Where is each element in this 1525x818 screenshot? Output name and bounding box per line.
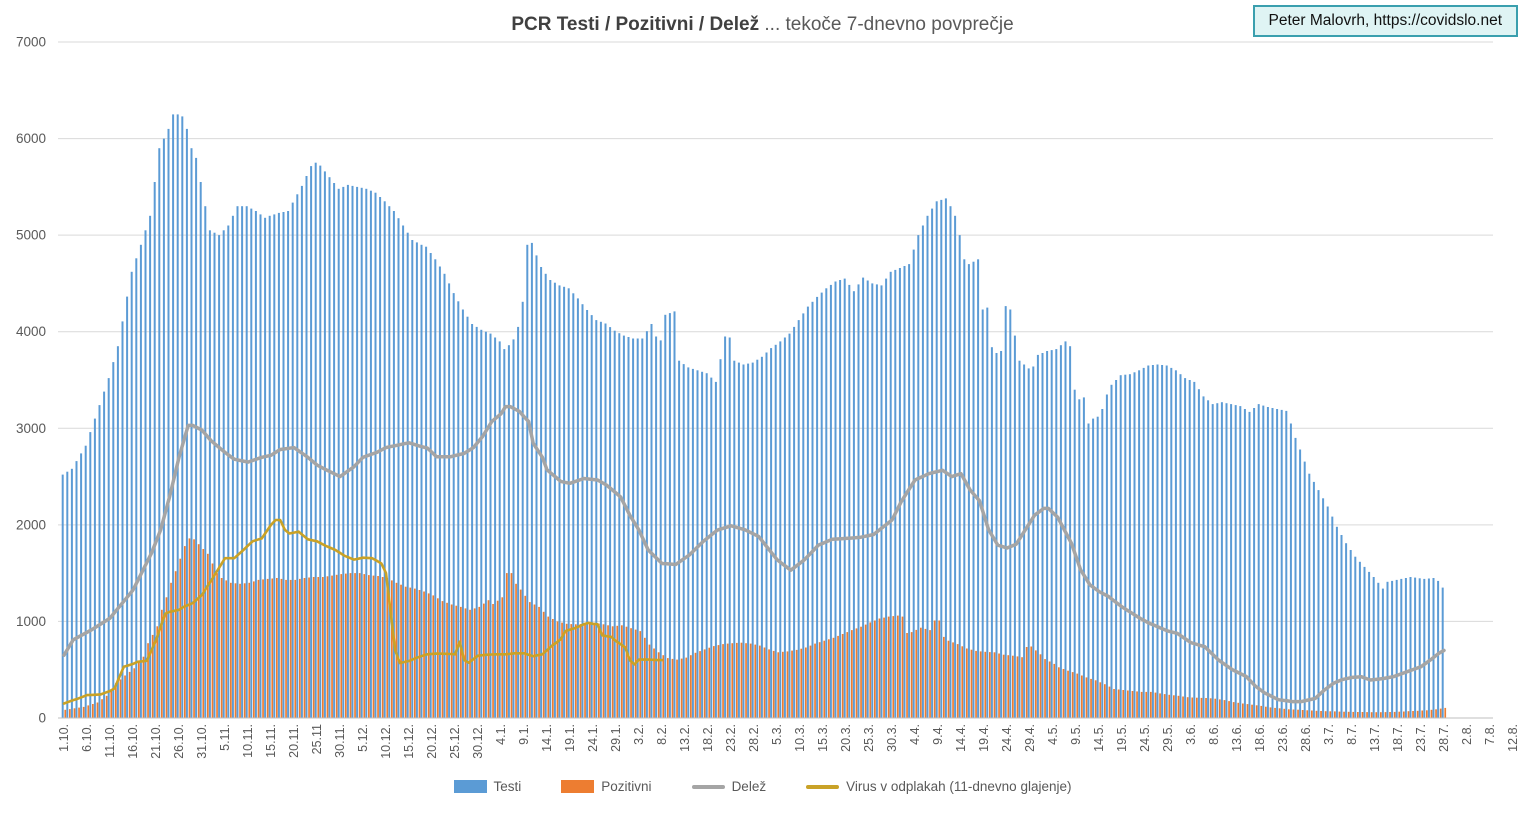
x-tick-label: 1.10. bbox=[57, 724, 71, 752]
x-tick-label: 31.10. bbox=[195, 724, 209, 759]
y-tick-label: 5000 bbox=[16, 228, 46, 243]
x-tick-label: 8.7. bbox=[1345, 724, 1359, 745]
x-tick-label: 29.4. bbox=[1023, 724, 1037, 752]
x-tick-label: 20.3. bbox=[839, 724, 853, 752]
x-tick-label: 30.3. bbox=[885, 724, 899, 752]
credit-box: Peter Malovrh, https://covidslo.net bbox=[1252, 5, 1518, 37]
x-tick-label: 8.2. bbox=[655, 724, 669, 745]
x-tick-label: 24.5. bbox=[1138, 724, 1152, 752]
chart-legend: Testi Pozitivni Delež Virus v odplakah (… bbox=[0, 779, 1525, 794]
x-tick-label: 29.5. bbox=[1161, 724, 1175, 752]
x-tick-label: 11.10. bbox=[103, 724, 117, 758]
virus-line-icon bbox=[806, 784, 840, 789]
delez-line bbox=[62, 404, 1446, 704]
x-tick-label: 10.11. bbox=[241, 724, 255, 758]
x-tick-label: 25.11 bbox=[310, 724, 324, 754]
x-tick-label: 28.7. bbox=[1437, 724, 1451, 752]
x-tick-label: 14.1. bbox=[540, 724, 554, 752]
virus-line bbox=[62, 518, 664, 705]
x-tick-label: 18.6. bbox=[1253, 724, 1267, 752]
x-axis-labels: 1.10. 6.10. 11.10. 16.10. 21.10. 26.10. 31.10.… bbox=[57, 724, 1520, 759]
x-tick-label: 30.12. bbox=[471, 724, 485, 759]
legend-label-pozitivni: Pozitivni bbox=[601, 779, 652, 794]
x-tick-label: 5.3. bbox=[770, 724, 784, 745]
x-tick-label: 19.4. bbox=[977, 724, 991, 752]
x-tick-label: 29.1. bbox=[609, 724, 623, 752]
y-tick-label: 2000 bbox=[16, 517, 46, 532]
x-tick-label: 13.6. bbox=[1230, 724, 1244, 752]
legend-item-testi: Testi bbox=[453, 779, 522, 794]
credit-text: Peter Malovrh, https://covidslo.net bbox=[1268, 12, 1502, 29]
testi-swatch-icon bbox=[453, 780, 487, 793]
pozitivni-bars bbox=[64, 538, 1447, 718]
x-tick-label: 14.4. bbox=[954, 724, 968, 752]
x-tick-label: 9.4. bbox=[931, 724, 945, 745]
x-tick-label: 19.5. bbox=[1115, 724, 1129, 752]
x-tick-label: 24.4. bbox=[1000, 724, 1014, 752]
legend-label-delez: Delež bbox=[731, 779, 767, 794]
legend-item-delez: Delež bbox=[691, 779, 767, 794]
x-tick-label: 14.5. bbox=[1092, 724, 1106, 752]
x-tick-label: 6.10. bbox=[80, 724, 94, 752]
x-tick-label: 4.5. bbox=[1046, 724, 1060, 745]
x-tick-label: 10.3. bbox=[793, 724, 807, 752]
legend-item-pozitivni: Pozitivni bbox=[561, 779, 652, 794]
chart-title: PCR Testi / Pozitivni / Delež ... tekoče… bbox=[0, 14, 1525, 36]
x-tick-label: 3.2. bbox=[632, 724, 646, 745]
x-tick-label: 19.1. bbox=[563, 724, 577, 752]
x-tick-label: 23.6. bbox=[1276, 724, 1290, 752]
x-tick-label: 25.3. bbox=[862, 724, 876, 752]
y-tick-label: 0 bbox=[38, 711, 46, 726]
x-tick-label: 28.6. bbox=[1299, 724, 1313, 752]
x-tick-label: 20.12. bbox=[425, 724, 439, 759]
chart-title-bold: PCR Testi / Pozitivni / Delež bbox=[511, 14, 760, 35]
x-tick-label: 18.2. bbox=[701, 724, 715, 752]
chart-title-rest: ... tekoče 7-dnevno povprečje bbox=[759, 14, 1014, 35]
x-tick-label: 10.12. bbox=[379, 724, 393, 759]
x-tick-label: 23.2. bbox=[724, 724, 738, 752]
x-tick-label: 21.10. bbox=[149, 724, 163, 759]
x-tick-label: 3.6. bbox=[1184, 724, 1198, 745]
x-tick-label: 13.7. bbox=[1368, 724, 1382, 752]
x-tick-label: 15.3. bbox=[816, 724, 830, 752]
y-tick-label: 7000 bbox=[16, 35, 46, 50]
x-tick-label: 12.8. bbox=[1506, 724, 1520, 752]
y-tick-label: 3000 bbox=[16, 421, 46, 436]
x-tick-label: 26.10. bbox=[172, 724, 186, 759]
legend-label-testi: Testi bbox=[493, 779, 522, 794]
y-tick-label: 6000 bbox=[16, 131, 46, 146]
x-tick-label: 2.8. bbox=[1460, 724, 1474, 745]
x-tick-label: 16.10. bbox=[126, 724, 140, 759]
x-tick-label: 15.11. bbox=[264, 724, 278, 758]
pozitivni-swatch-icon bbox=[561, 780, 595, 793]
delez-line-icon bbox=[691, 784, 725, 789]
x-tick-label: 20.11. bbox=[287, 724, 301, 758]
x-tick-label: 24.1. bbox=[586, 724, 600, 752]
x-tick-label: 25.12. bbox=[448, 724, 462, 759]
x-tick-label: 9.5. bbox=[1069, 724, 1083, 745]
x-tick-label: 4.1. bbox=[494, 724, 508, 745]
x-tick-label: 4.4. bbox=[908, 724, 922, 745]
y-tick-label: 4000 bbox=[16, 324, 46, 339]
x-tick-label: 23.7. bbox=[1414, 724, 1428, 752]
x-tick-label: 15.12. bbox=[402, 724, 416, 759]
legend-label-virus: Virus v odplakah (11-dnevno glajenje) bbox=[846, 779, 1072, 794]
testi-bars bbox=[61, 114, 1444, 719]
y-axis-labels: 0 1000 2000 3000 4000 5000 6000 7000 bbox=[16, 35, 46, 726]
x-tick-label: 18.7. bbox=[1391, 724, 1405, 752]
x-tick-label: 3.7. bbox=[1322, 724, 1336, 745]
x-tick-label: 13.2. bbox=[678, 724, 692, 752]
x-tick-label: 7.8. bbox=[1483, 724, 1497, 745]
y-tick-label: 1000 bbox=[16, 614, 46, 629]
x-tick-label: 30.11. bbox=[333, 724, 347, 758]
x-tick-label: 8.6. bbox=[1207, 724, 1221, 745]
x-tick-label: 9.1. bbox=[517, 724, 531, 745]
legend-item-virus: Virus v odplakah (11-dnevno glajenje) bbox=[806, 779, 1071, 794]
x-tick-label: 5.12. bbox=[356, 724, 370, 752]
x-tick-label: 28.2. bbox=[747, 724, 761, 752]
x-tick-label: 5.11. bbox=[218, 724, 232, 751]
